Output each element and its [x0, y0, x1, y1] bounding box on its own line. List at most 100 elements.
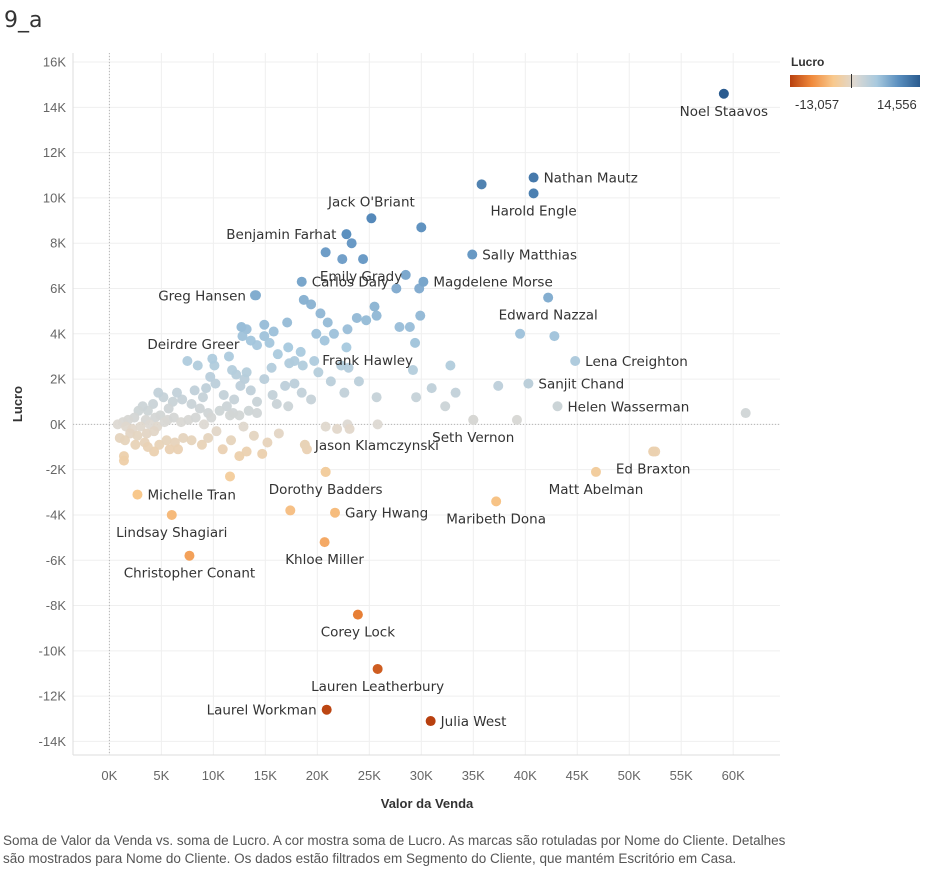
- data-point[interactable]: [426, 383, 437, 394]
- data-point[interactable]: [372, 419, 383, 430]
- data-point[interactable]: [528, 172, 539, 183]
- data-point[interactable]: [648, 446, 659, 457]
- data-point[interactable]: [330, 507, 341, 518]
- data-point[interactable]: [282, 317, 293, 328]
- data-point[interactable]: [320, 421, 331, 432]
- data-point[interactable]: [245, 335, 256, 346]
- data-point[interactable]: [342, 324, 353, 335]
- data-point[interactable]: [273, 428, 284, 439]
- data-point[interactable]: [296, 387, 307, 398]
- data-point[interactable]: [163, 403, 174, 414]
- data-point[interactable]: [418, 276, 429, 287]
- data-point[interactable]: [543, 292, 554, 303]
- data-point[interactable]: [186, 399, 197, 409]
- data-point[interactable]: [243, 405, 254, 416]
- data-point[interactable]: [285, 505, 296, 516]
- data-point[interactable]: [411, 392, 422, 403]
- data-point[interactable]: [343, 362, 354, 373]
- data-point[interactable]: [266, 362, 277, 373]
- data-point[interactable]: [224, 471, 235, 482]
- data-point[interactable]: [321, 704, 332, 715]
- data-point[interactable]: [211, 426, 222, 437]
- data-point[interactable]: [298, 294, 309, 305]
- data-point[interactable]: [268, 326, 279, 337]
- data-point[interactable]: [311, 328, 322, 339]
- data-point[interactable]: [184, 550, 195, 561]
- data-point[interactable]: [740, 408, 751, 419]
- data-point[interactable]: [283, 401, 294, 412]
- data-point[interactable]: [371, 310, 382, 321]
- data-point[interactable]: [511, 414, 522, 425]
- data-point[interactable]: [450, 387, 461, 398]
- data-point[interactable]: [366, 213, 377, 224]
- data-point[interactable]: [132, 430, 143, 441]
- data-point[interactable]: [190, 412, 201, 423]
- data-point[interactable]: [221, 401, 232, 412]
- data-point[interactable]: [166, 509, 177, 520]
- data-point[interactable]: [353, 376, 364, 387]
- data-point[interactable]: [341, 229, 352, 240]
- data-point[interactable]: [135, 421, 146, 432]
- data-point[interactable]: [404, 322, 415, 333]
- data-point[interactable]: [207, 353, 218, 364]
- data-point[interactable]: [319, 335, 330, 346]
- data-point[interactable]: [234, 410, 245, 421]
- data-point[interactable]: [161, 435, 172, 446]
- data-point[interactable]: [361, 315, 372, 326]
- data-point[interactable]: [259, 331, 270, 342]
- data-point[interactable]: [250, 290, 261, 301]
- data-point[interactable]: [205, 371, 216, 382]
- data-point[interactable]: [194, 403, 205, 414]
- data-point[interactable]: [319, 537, 330, 548]
- data-point[interactable]: [196, 439, 207, 450]
- data-point[interactable]: [570, 355, 581, 366]
- data-point[interactable]: [320, 247, 331, 258]
- data-point[interactable]: [295, 346, 306, 357]
- data-point[interactable]: [306, 299, 317, 310]
- data-point[interactable]: [154, 439, 165, 450]
- data-point[interactable]: [241, 446, 252, 457]
- data-point[interactable]: [322, 317, 333, 328]
- data-point[interactable]: [299, 439, 310, 450]
- data-point[interactable]: [415, 310, 426, 321]
- data-point[interactable]: [341, 342, 352, 353]
- data-point[interactable]: [182, 355, 193, 366]
- data-point[interactable]: [159, 417, 170, 428]
- data-point[interactable]: [410, 337, 421, 348]
- data-point[interactable]: [142, 442, 153, 453]
- data-point[interactable]: [351, 312, 362, 323]
- data-point[interactable]: [590, 466, 601, 477]
- data-point[interactable]: [217, 444, 228, 455]
- data-point[interactable]: [289, 378, 300, 389]
- data-point[interactable]: [515, 328, 526, 339]
- data-point[interactable]: [468, 414, 479, 425]
- data-point[interactable]: [445, 360, 456, 371]
- data-point[interactable]: [352, 609, 363, 620]
- data-point[interactable]: [132, 489, 143, 500]
- data-point[interactable]: [425, 716, 436, 727]
- data-point[interactable]: [296, 276, 307, 287]
- data-point[interactable]: [297, 360, 308, 371]
- data-point[interactable]: [315, 308, 326, 319]
- data-point[interactable]: [203, 432, 214, 443]
- data-point[interactable]: [259, 374, 270, 385]
- data-point[interactable]: [229, 394, 240, 405]
- data-point[interactable]: [416, 222, 427, 233]
- data-point[interactable]: [236, 322, 247, 333]
- data-point[interactable]: [272, 349, 283, 360]
- data-point[interactable]: [313, 367, 324, 378]
- data-point[interactable]: [119, 435, 130, 446]
- data-point[interactable]: [248, 430, 259, 441]
- data-point[interactable]: [197, 392, 208, 403]
- data-point[interactable]: [372, 663, 383, 674]
- data-point[interactable]: [400, 269, 411, 280]
- data-point[interactable]: [199, 419, 210, 430]
- data-point[interactable]: [491, 496, 502, 507]
- data-point[interactable]: [241, 367, 252, 378]
- data-point[interactable]: [718, 88, 729, 99]
- data-point[interactable]: [259, 319, 270, 330]
- data-point[interactable]: [262, 437, 273, 448]
- data-point[interactable]: [186, 435, 197, 446]
- data-point[interactable]: [371, 392, 382, 403]
- data-point[interactable]: [148, 399, 159, 409]
